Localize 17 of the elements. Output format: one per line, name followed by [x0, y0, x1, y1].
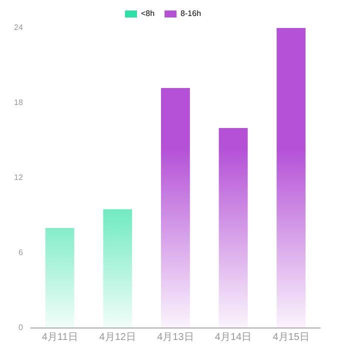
bar [45, 228, 74, 328]
bar [276, 28, 306, 328]
x-tick-label: 4月11日 [42, 332, 78, 343]
y-tick-label: 12 [14, 173, 24, 182]
y-tick-label: 0 [18, 323, 24, 332]
x-tick-label: 4月13日 [157, 332, 194, 343]
legend-label: <8h [140, 9, 155, 18]
x-tick-label: 4月12日 [99, 332, 136, 343]
legend-label: 8-16h [180, 9, 202, 18]
y-tick-label: 18 [14, 98, 24, 108]
y-tick-label: 24 [14, 23, 24, 32]
bar [160, 88, 190, 328]
bar [218, 128, 248, 328]
x-tick-label: 4月15日 [272, 332, 310, 343]
x-tick-label: 4月14日 [214, 332, 252, 343]
bar [103, 209, 132, 328]
y-tick-label: 6 [18, 248, 24, 258]
